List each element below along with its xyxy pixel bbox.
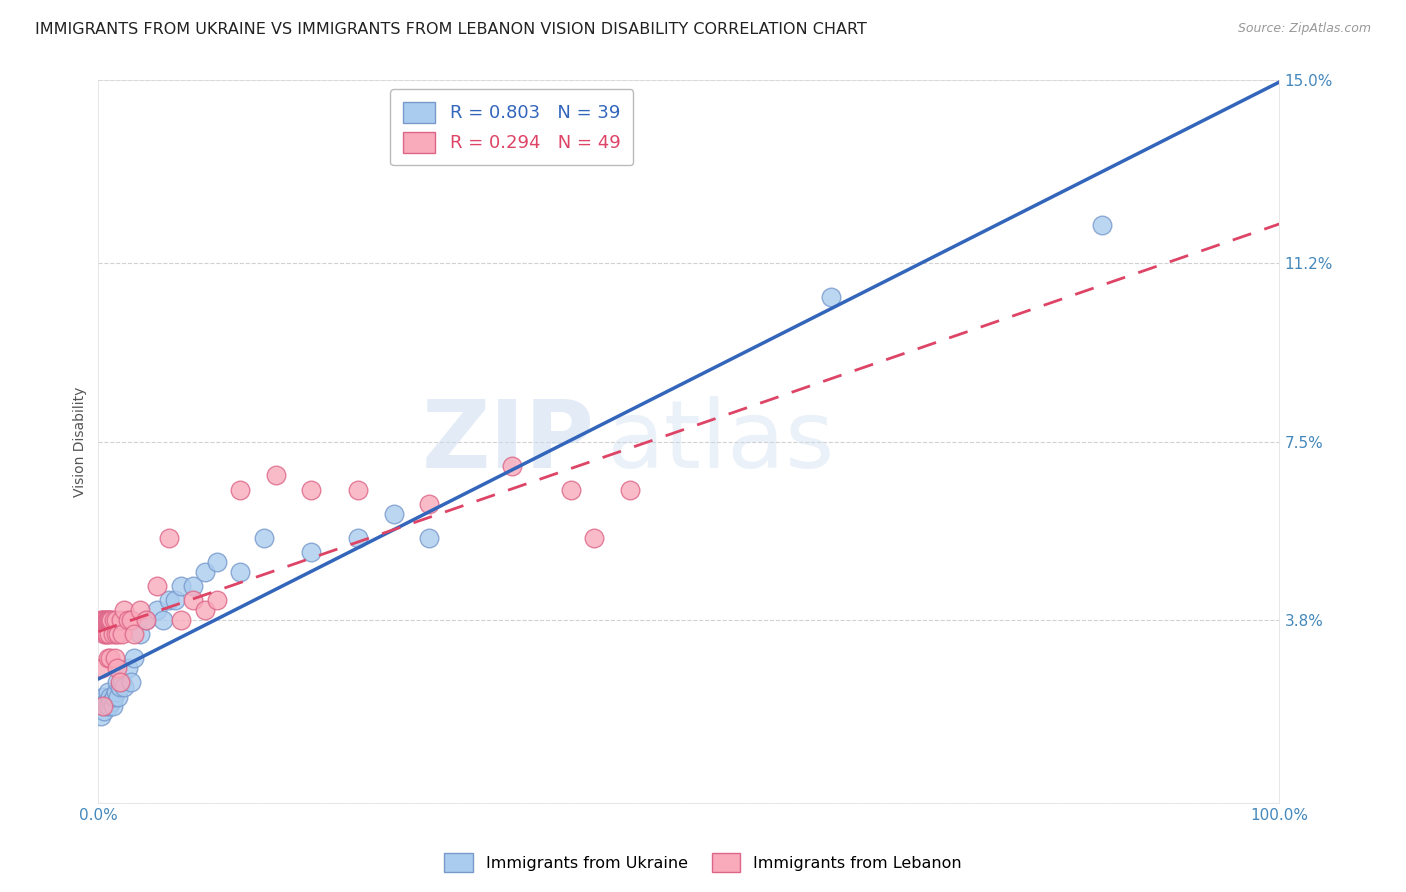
- Point: [135, 613, 157, 627]
- Point: [560, 483, 582, 497]
- Point: [90, 709, 112, 723]
- Point: [128, 603, 150, 617]
- Point: [146, 603, 169, 617]
- Point: [93, 627, 115, 641]
- Point: [619, 483, 641, 497]
- Point: [135, 613, 157, 627]
- Point: [229, 565, 252, 579]
- Point: [91, 690, 114, 704]
- Point: [128, 627, 150, 641]
- Y-axis label: Vision Disability: Vision Disability: [73, 386, 87, 497]
- Point: [112, 603, 135, 617]
- Point: [165, 593, 187, 607]
- Legend: R = 0.803   N = 39, R = 0.294   N = 49: R = 0.803 N = 39, R = 0.294 N = 49: [391, 89, 633, 165]
- Point: [1091, 218, 1114, 232]
- Point: [105, 661, 128, 675]
- Point: [501, 458, 523, 473]
- Point: [205, 555, 228, 569]
- Point: [253, 531, 276, 545]
- Point: [194, 565, 217, 579]
- Point: [91, 699, 114, 714]
- Point: [97, 651, 120, 665]
- Point: [121, 613, 143, 627]
- Point: [97, 685, 120, 699]
- Point: [347, 483, 370, 497]
- Point: [94, 613, 117, 627]
- Point: [111, 627, 134, 641]
- Point: [96, 627, 118, 641]
- Point: [94, 695, 117, 709]
- Point: [108, 675, 131, 690]
- Point: [418, 497, 440, 511]
- Point: [94, 627, 117, 641]
- Point: [91, 699, 114, 714]
- Point: [117, 661, 139, 675]
- Text: ZIP: ZIP: [422, 395, 595, 488]
- Point: [194, 603, 217, 617]
- Point: [91, 661, 114, 675]
- Text: Source: ZipAtlas.com: Source: ZipAtlas.com: [1237, 22, 1371, 36]
- Point: [105, 613, 128, 627]
- Point: [98, 699, 121, 714]
- Point: [91, 613, 114, 627]
- Point: [105, 627, 128, 641]
- Point: [98, 651, 121, 665]
- Point: [101, 627, 124, 641]
- Point: [93, 704, 115, 718]
- Point: [121, 675, 143, 690]
- Point: [105, 685, 128, 699]
- Point: [103, 613, 125, 627]
- Point: [170, 579, 193, 593]
- Point: [98, 690, 121, 704]
- Point: [229, 483, 252, 497]
- Point: [90, 613, 112, 627]
- Point: [108, 680, 131, 694]
- Legend: Immigrants from Ukraine, Immigrants from Lebanon: Immigrants from Ukraine, Immigrants from…: [436, 845, 970, 880]
- Point: [111, 675, 134, 690]
- Text: IMMIGRANTS FROM UKRAINE VS IMMIGRANTS FROM LEBANON VISION DISABILITY CORRELATION: IMMIGRANTS FROM UKRAINE VS IMMIGRANTS FR…: [35, 22, 868, 37]
- Point: [181, 593, 204, 607]
- Point: [97, 613, 120, 627]
- Point: [107, 627, 129, 641]
- Text: atlas: atlas: [606, 395, 835, 488]
- Point: [264, 468, 287, 483]
- Point: [98, 627, 121, 641]
- Point: [107, 690, 129, 704]
- Point: [205, 593, 228, 607]
- Point: [170, 613, 193, 627]
- Point: [122, 627, 145, 641]
- Point: [418, 531, 440, 545]
- Point: [820, 290, 842, 304]
- Point: [110, 613, 132, 627]
- Point: [96, 699, 118, 714]
- Point: [101, 699, 124, 714]
- Point: [91, 613, 114, 627]
- Point: [117, 613, 139, 627]
- Point: [152, 613, 174, 627]
- Point: [98, 613, 121, 627]
- Point: [105, 675, 128, 690]
- Point: [98, 613, 121, 627]
- Point: [122, 651, 145, 665]
- Point: [104, 651, 127, 665]
- Point: [299, 545, 322, 559]
- Point: [157, 531, 180, 545]
- Point: [100, 695, 122, 709]
- Point: [100, 613, 122, 627]
- Point: [382, 507, 405, 521]
- Point: [96, 613, 118, 627]
- Point: [299, 483, 322, 497]
- Point: [112, 680, 135, 694]
- Point: [181, 579, 204, 593]
- Point: [93, 613, 115, 627]
- Point: [103, 690, 125, 704]
- Point: [583, 531, 606, 545]
- Point: [347, 531, 370, 545]
- Point: [146, 579, 169, 593]
- Point: [157, 593, 180, 607]
